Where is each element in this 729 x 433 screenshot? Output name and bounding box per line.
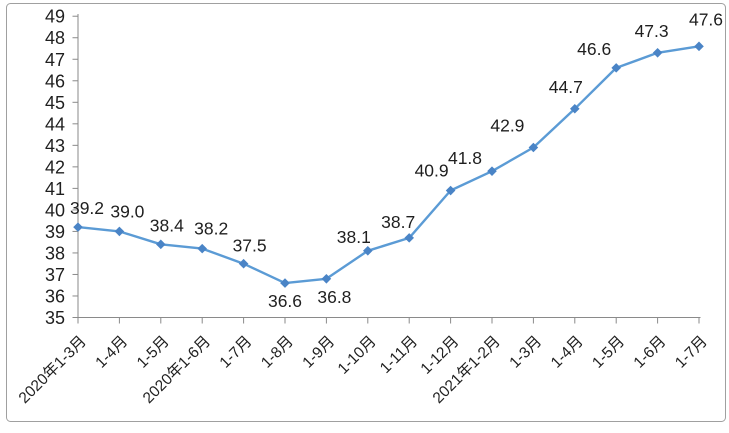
data-label: 38.2 [194, 219, 228, 239]
y-tick-label: 47 [45, 50, 65, 70]
y-tick-label: 38 [45, 243, 65, 263]
data-label: 38.7 [381, 212, 415, 232]
y-tick-label: 40 [45, 200, 65, 220]
y-tick-label: 48 [45, 28, 65, 48]
y-tick-label: 35 [45, 308, 65, 328]
data-label: 39.0 [110, 201, 144, 221]
data-label: 39.2 [70, 198, 104, 218]
data-point-marker [280, 278, 290, 288]
y-tick-label: 39 [45, 222, 65, 242]
data-point-marker [363, 245, 373, 256]
data-point-marker [652, 48, 663, 58]
data-label: 36.6 [268, 291, 302, 311]
y-tick-label: 45 [45, 93, 65, 113]
y-tick-label: 37 [45, 265, 65, 285]
data-label: 41.8 [448, 148, 482, 168]
data-point-marker [238, 258, 249, 269]
data-label: 47.3 [635, 21, 669, 41]
y-tick-label: 43 [45, 136, 65, 156]
data-point-marker [528, 142, 539, 153]
data-point-marker [570, 103, 580, 114]
data-label: 44.7 [549, 77, 583, 97]
data-point-marker [445, 185, 456, 196]
y-tick-label: 42 [45, 157, 65, 177]
data-label: 38.4 [150, 215, 184, 235]
data-label: 40.9 [415, 161, 449, 181]
data-label: 37.5 [233, 236, 267, 256]
data-label: 47.6 [689, 9, 723, 29]
y-tick-label: 36 [45, 286, 65, 306]
data-label: 38.1 [337, 227, 371, 247]
data-point-marker [611, 63, 621, 73]
data-point-marker [114, 226, 125, 237]
data-label: 42.9 [490, 115, 524, 135]
data-label: 46.6 [577, 39, 611, 59]
data-point-marker [73, 222, 83, 232]
data-point-marker [694, 41, 704, 52]
data-label: 36.8 [317, 287, 351, 307]
series-line [76, 45, 701, 285]
y-tick-label: 49 [45, 7, 65, 27]
data-point-marker [321, 273, 332, 284]
data-point-marker [404, 233, 414, 243]
y-tick-label: 44 [45, 114, 65, 134]
data-point-marker [156, 239, 166, 250]
data-point-marker [487, 166, 497, 176]
y-tick-label: 41 [45, 179, 65, 199]
data-point-marker [197, 243, 207, 254]
y-tick-label: 46 [45, 71, 65, 91]
